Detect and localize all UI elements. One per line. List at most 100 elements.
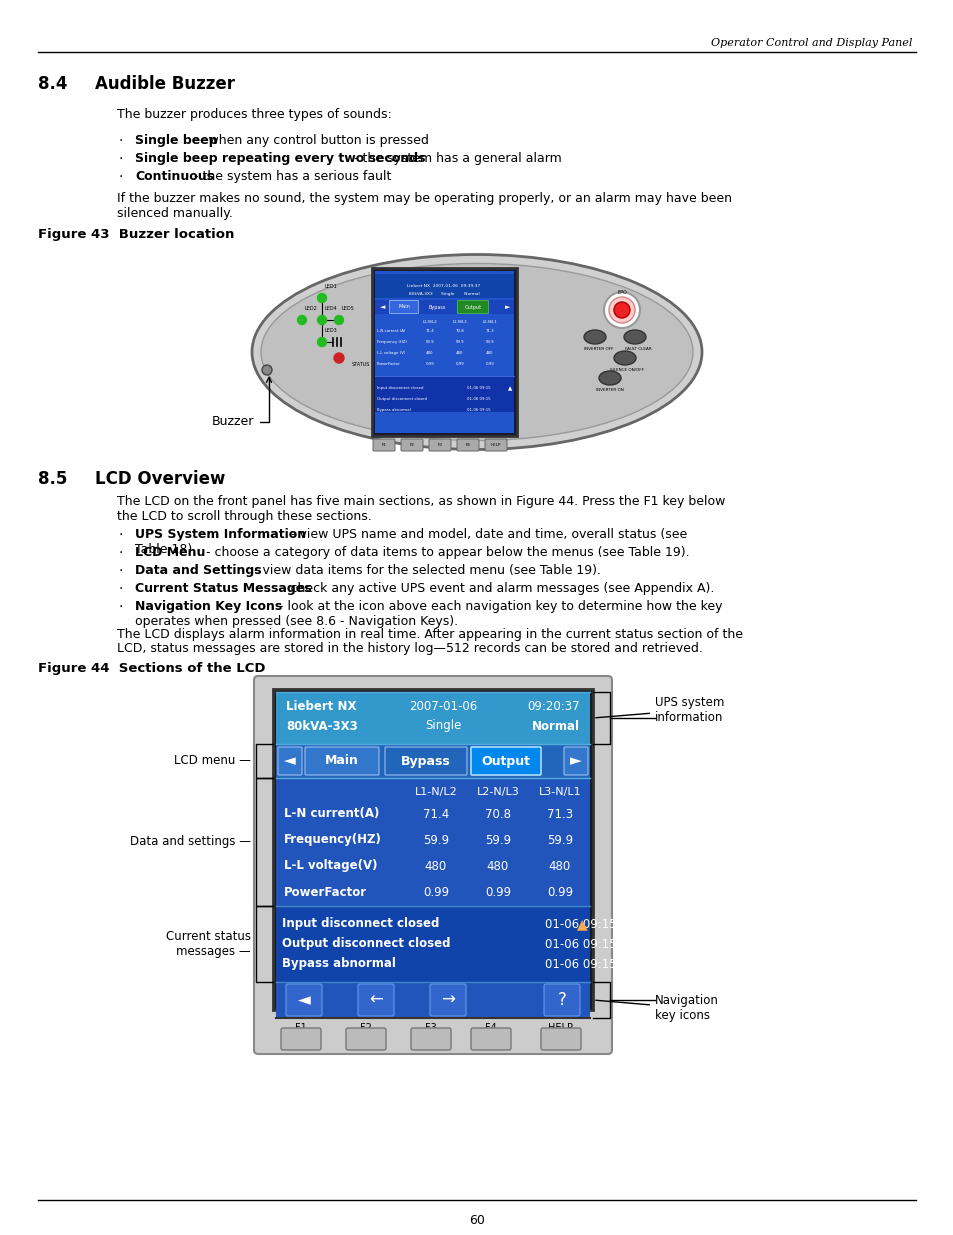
Text: 71.4: 71.4	[422, 808, 449, 820]
Text: STATUS: STATUS	[352, 362, 370, 367]
Text: If the buzzer makes no sound, the system may be operating properly, or an alarm : If the buzzer makes no sound, the system…	[117, 191, 731, 205]
FancyBboxPatch shape	[471, 1028, 511, 1050]
Text: ▲: ▲	[576, 918, 587, 931]
Text: LCD menu —: LCD menu —	[174, 755, 251, 767]
Text: Main: Main	[325, 755, 358, 767]
Text: The buzzer produces three types of sounds:: The buzzer produces three types of sound…	[117, 107, 392, 121]
Text: F2: F2	[409, 443, 414, 447]
FancyBboxPatch shape	[471, 747, 540, 776]
FancyBboxPatch shape	[540, 1028, 580, 1050]
Text: 0.99: 0.99	[485, 362, 494, 366]
Text: ·: ·	[119, 152, 123, 165]
Text: 59.9: 59.9	[422, 834, 449, 846]
FancyBboxPatch shape	[430, 984, 465, 1016]
Text: 480: 480	[486, 860, 509, 872]
FancyBboxPatch shape	[277, 747, 302, 776]
Text: Bypass abnormal: Bypass abnormal	[282, 957, 395, 971]
Text: 01-06 09:15: 01-06 09:15	[544, 937, 616, 951]
Text: 71.4: 71.4	[425, 329, 434, 333]
FancyBboxPatch shape	[275, 743, 589, 778]
Text: HELP: HELP	[548, 1023, 573, 1032]
FancyBboxPatch shape	[375, 412, 514, 424]
FancyBboxPatch shape	[563, 747, 587, 776]
FancyBboxPatch shape	[375, 375, 514, 412]
Text: - look at the icon above each navigation key to determine how the key: - look at the icon above each navigation…	[274, 600, 721, 613]
Text: Single beep: Single beep	[135, 135, 217, 147]
FancyBboxPatch shape	[375, 270, 514, 433]
Text: HELP: HELP	[490, 443, 500, 447]
Text: operates when pressed (see 8.6 - Navigation Keys).: operates when pressed (see 8.6 - Navigat…	[135, 615, 457, 629]
Text: F4: F4	[465, 443, 470, 447]
FancyBboxPatch shape	[429, 438, 451, 451]
Text: Current status
messages —: Current status messages —	[166, 930, 251, 958]
Text: 0.99: 0.99	[422, 885, 449, 899]
Text: 71.3: 71.3	[546, 808, 573, 820]
FancyBboxPatch shape	[373, 438, 395, 451]
Text: - choose a category of data items to appear below the menus (see Table 19).: - choose a category of data items to app…	[202, 546, 689, 559]
Circle shape	[608, 296, 635, 324]
Text: LED3: LED3	[325, 329, 337, 333]
Text: 480: 480	[424, 860, 447, 872]
FancyBboxPatch shape	[375, 300, 514, 314]
FancyBboxPatch shape	[275, 906, 589, 982]
Text: 01-06 09:15: 01-06 09:15	[544, 918, 616, 930]
Text: - check any active UPS event and alarm messages (see Appendix A).: - check any active UPS event and alarm m…	[277, 582, 714, 595]
Text: UPS System Information: UPS System Information	[135, 529, 306, 541]
Text: ·: ·	[119, 546, 123, 559]
Text: Figure 44  Sections of the LCD: Figure 44 Sections of the LCD	[38, 662, 265, 676]
Ellipse shape	[261, 263, 692, 441]
FancyBboxPatch shape	[457, 300, 488, 314]
Text: PowerFactor: PowerFactor	[376, 362, 400, 366]
Text: L-L voltage (V): L-L voltage (V)	[376, 351, 405, 354]
Ellipse shape	[583, 330, 605, 345]
FancyBboxPatch shape	[275, 692, 589, 743]
Text: Bypass abnormal: Bypass abnormal	[376, 408, 411, 412]
Text: Output: Output	[464, 305, 481, 310]
Text: Buzzer: Buzzer	[212, 378, 272, 429]
Text: Input disconnect closed: Input disconnect closed	[376, 387, 423, 390]
Text: 59.9: 59.9	[485, 340, 494, 345]
Text: L-N current(A): L-N current(A)	[284, 808, 379, 820]
Ellipse shape	[252, 254, 701, 450]
Circle shape	[297, 315, 306, 325]
Circle shape	[614, 303, 629, 317]
Text: F1: F1	[381, 443, 386, 447]
Ellipse shape	[598, 370, 620, 385]
FancyBboxPatch shape	[375, 274, 514, 298]
Text: Single: Single	[424, 720, 460, 732]
Text: ·: ·	[119, 564, 123, 578]
Text: Data and settings —: Data and settings —	[130, 836, 251, 848]
Text: 59.9: 59.9	[546, 834, 573, 846]
Text: 0.99: 0.99	[546, 885, 573, 899]
Circle shape	[335, 315, 343, 325]
Text: Input disconnect closed: Input disconnect closed	[282, 918, 439, 930]
Text: ·: ·	[119, 600, 123, 614]
Text: Figure 43  Buzzer location: Figure 43 Buzzer location	[38, 228, 234, 241]
FancyBboxPatch shape	[357, 984, 394, 1016]
FancyBboxPatch shape	[375, 314, 514, 375]
Text: Navigation
key icons: Navigation key icons	[595, 994, 719, 1023]
Text: Output: Output	[481, 755, 530, 767]
Text: LCD Overview: LCD Overview	[95, 471, 225, 488]
Text: F1: F1	[294, 1023, 307, 1032]
Text: L-N current (A): L-N current (A)	[376, 329, 405, 333]
Text: Normal: Normal	[532, 720, 579, 732]
Text: ◄: ◄	[284, 753, 295, 768]
Text: Continuous: Continuous	[135, 170, 213, 183]
FancyBboxPatch shape	[275, 982, 589, 1018]
Text: LED4: LED4	[325, 306, 337, 311]
Text: Audible Buzzer: Audible Buzzer	[95, 75, 234, 93]
Ellipse shape	[623, 330, 645, 345]
Text: 2007-01-06: 2007-01-06	[409, 699, 476, 713]
Text: 01-06 09:15: 01-06 09:15	[467, 396, 490, 401]
Text: L1-N/L2: L1-N/L2	[422, 320, 436, 324]
FancyBboxPatch shape	[543, 984, 579, 1016]
Text: 59.9: 59.9	[484, 834, 511, 846]
Text: Data and Settings: Data and Settings	[135, 564, 261, 577]
Text: 480: 480	[456, 351, 463, 354]
Text: PowerFactor: PowerFactor	[284, 885, 367, 899]
Text: - when any control button is pressed: - when any control button is pressed	[195, 135, 428, 147]
Text: L3-N/L1: L3-N/L1	[482, 320, 497, 324]
Text: silenced manually.: silenced manually.	[117, 207, 233, 220]
Text: 80kVA-3X3: 80kVA-3X3	[286, 720, 357, 732]
